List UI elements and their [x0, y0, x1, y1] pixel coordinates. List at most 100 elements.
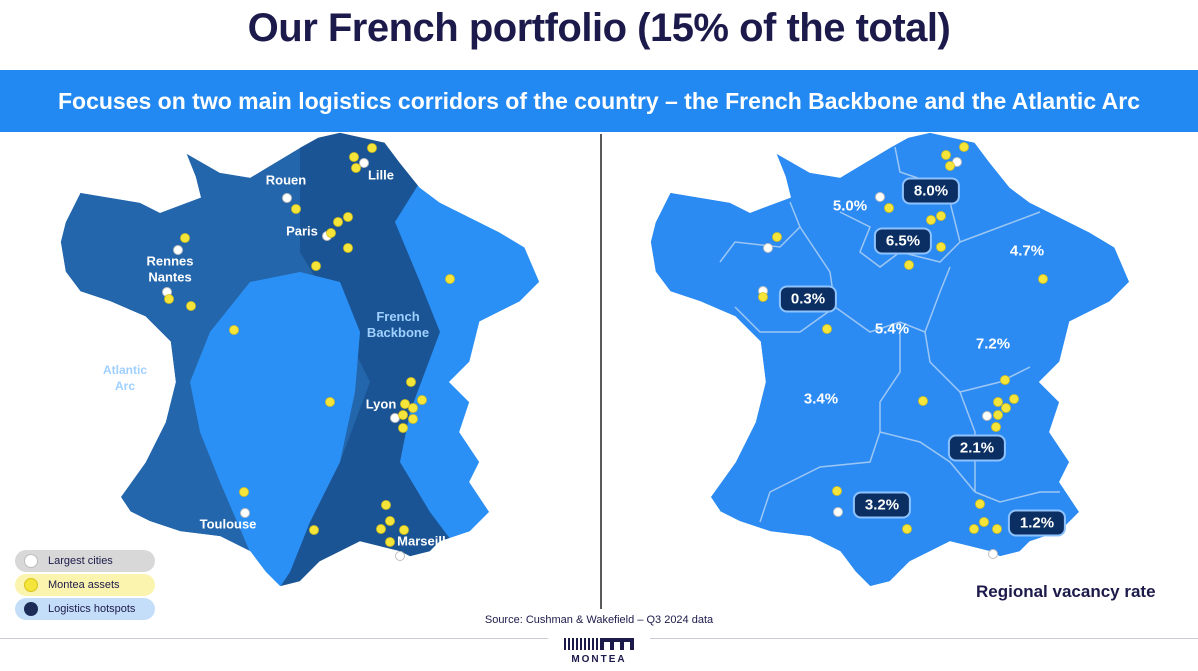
montea-assets-right	[758, 142, 1048, 534]
asset-dot	[343, 212, 353, 222]
region-borders	[719, 146, 1060, 523]
vacancy-badge-north: 8.0%	[901, 177, 961, 205]
asset-dot	[1038, 274, 1048, 284]
corridor-label-backbone: French Backbone	[366, 309, 430, 340]
asset-dot	[904, 260, 914, 270]
backbone-hotspot	[270, 132, 540, 587]
vacancy-badge-marseille: 1.2%	[1007, 509, 1067, 537]
yellow-dot-icon	[24, 578, 38, 592]
vacancy-normandy: 5.0%	[832, 197, 868, 215]
maps-canvas	[59, 132, 1131, 588]
asset-dot	[417, 395, 427, 405]
asset-dot	[993, 410, 1003, 420]
vacancy-badge-paris: 6.5%	[873, 227, 933, 255]
footer-line-right	[650, 638, 1198, 639]
legend-label: Largest cities	[48, 555, 113, 567]
asset-dot	[349, 152, 359, 162]
asset-dot	[979, 517, 989, 527]
montea-logo: MONTEA	[560, 632, 638, 668]
montea-assets-left	[164, 143, 455, 547]
city-label-lyon: Lyon	[365, 396, 397, 412]
asset-dot	[772, 232, 782, 242]
asset-dot	[992, 524, 1002, 534]
asset-dot	[406, 377, 416, 387]
city-dot-toulouse	[240, 508, 250, 518]
city-dot-lyon	[982, 411, 992, 421]
asset-dot	[1001, 403, 1011, 413]
asset-dot	[325, 397, 335, 407]
city-dot-lille	[359, 158, 369, 168]
legend-montea-assets: Montea assets	[15, 574, 155, 596]
asset-dot	[969, 524, 979, 534]
asset-dot	[376, 524, 386, 534]
white-dot-icon	[24, 554, 38, 568]
asset-dot	[309, 525, 319, 535]
asset-dot	[758, 292, 768, 302]
navy-dot-icon	[24, 602, 38, 616]
asset-dot	[832, 486, 842, 496]
asset-dot	[311, 261, 321, 271]
legend-label: Logistics hotspots	[48, 603, 136, 615]
asset-dot	[926, 215, 936, 225]
city-label-rennes: Rennes	[146, 253, 194, 269]
asset-dot	[918, 396, 928, 406]
asset-dot	[333, 217, 343, 227]
city-label-rouen: Rouen	[265, 172, 307, 188]
asset-dot	[1009, 394, 1019, 404]
asset-dot	[385, 537, 395, 547]
asset-dot	[445, 274, 455, 284]
asset-dot	[381, 500, 391, 510]
asset-dot	[229, 325, 239, 335]
asset-dot	[351, 163, 361, 173]
central-light-region	[190, 272, 360, 587]
city-dot-marseille	[395, 551, 405, 561]
page-title: Our French portfolio (15% of the total)	[247, 6, 951, 50]
asset-dot	[993, 397, 1003, 407]
right-france-map	[649, 132, 1131, 588]
vacancy-nouvelle-aquitaine: 3.4%	[803, 390, 839, 408]
vacancy-bourgogne: 7.2%	[975, 335, 1011, 353]
city-label-lille: Lille	[367, 167, 395, 183]
asset-dot	[326, 228, 336, 238]
vacancy-badge-lyon: 2.1%	[947, 434, 1007, 462]
vacancy-badge-brittany: 0.3%	[778, 285, 838, 313]
asset-dot	[945, 161, 955, 171]
asset-dot	[186, 301, 196, 311]
vacancy-grand-est: 4.7%	[1009, 242, 1045, 260]
map-divider	[600, 134, 602, 609]
asset-dot	[936, 211, 946, 221]
city-label-marseille: Marseille	[397, 533, 453, 549]
city-dot-rennes	[173, 245, 183, 255]
asset-dot	[975, 499, 985, 509]
asset-dot	[180, 233, 190, 243]
asset-dot	[399, 525, 409, 535]
asset-dot	[400, 399, 410, 409]
asset-dot	[822, 324, 832, 334]
asset-dot	[959, 142, 969, 152]
source-note: Source: Cushman & Wakefield – Q3 2024 da…	[484, 614, 714, 626]
vacancy-badge-toulouse: 3.2%	[852, 491, 912, 519]
city-dot-rouen	[282, 193, 292, 203]
city-label-nantes: Nantes	[148, 269, 192, 285]
city-label-toulouse: Toulouse	[199, 516, 257, 532]
asset-dot	[408, 414, 418, 424]
asset-dot	[408, 403, 418, 413]
asset-dot	[1000, 375, 1010, 385]
corridor-label-atlantic: Atlantic Arc	[102, 363, 148, 393]
city-dot-rennes	[763, 243, 773, 253]
footer-line-left	[0, 638, 548, 639]
asset-dot	[941, 150, 951, 160]
asset-dot	[291, 204, 301, 214]
asset-dot	[367, 143, 377, 153]
legend-label: Montea assets	[48, 579, 120, 591]
asset-dot	[343, 243, 353, 253]
vacancy-caption: Regional vacancy rate	[976, 582, 1156, 601]
asset-dot	[902, 524, 912, 534]
asset-dot	[884, 203, 894, 213]
subtitle-banner: Focuses on two main logistics corridors …	[0, 70, 1198, 132]
asset-dot	[398, 423, 408, 433]
asset-dot	[991, 422, 1001, 432]
asset-dot	[385, 516, 395, 526]
city-dot-marseille	[988, 549, 998, 559]
vacancy-centre: 5.4%	[874, 320, 910, 338]
